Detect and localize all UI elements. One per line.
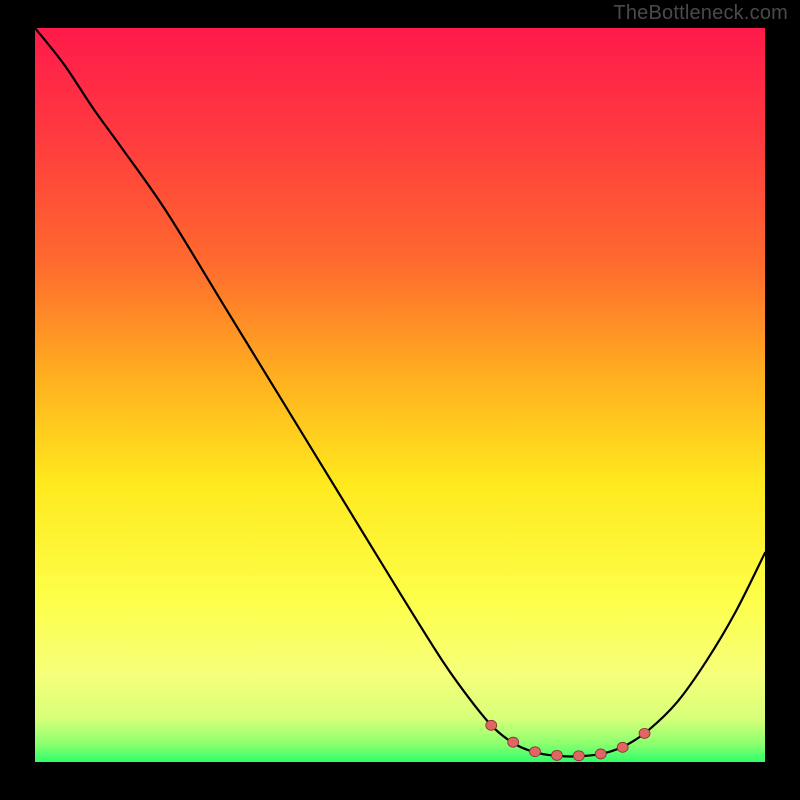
curve-marker (508, 737, 519, 747)
plot-area (35, 28, 765, 762)
gradient-background (35, 28, 765, 762)
bottleneck-curve-chart (35, 28, 765, 762)
curve-marker (573, 751, 584, 761)
curve-marker (551, 750, 562, 760)
curve-marker (530, 747, 541, 757)
chart-container: TheBottleneck.com (0, 0, 800, 800)
curve-marker (595, 749, 606, 759)
curve-marker (617, 742, 628, 752)
watermark-text: TheBottleneck.com (613, 2, 788, 25)
curve-marker (486, 720, 497, 730)
curve-marker (639, 728, 650, 738)
